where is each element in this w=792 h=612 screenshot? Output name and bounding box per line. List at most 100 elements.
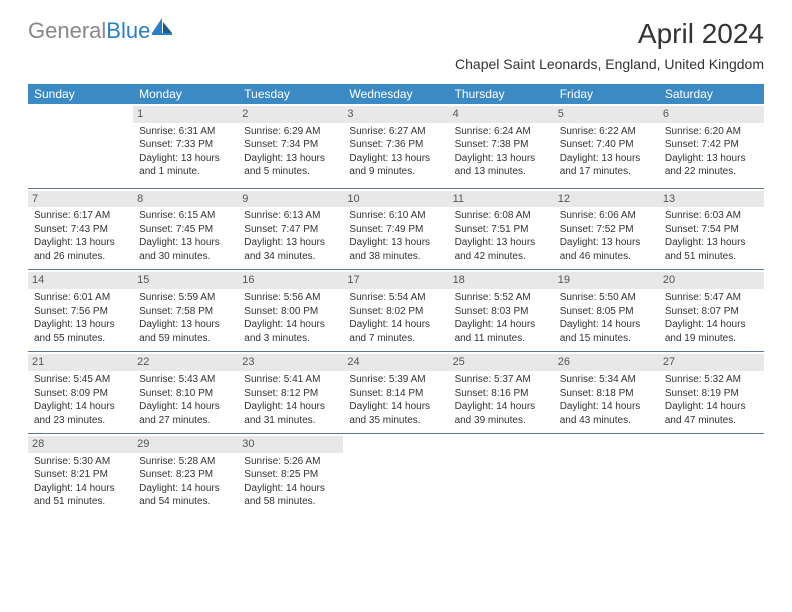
sunset-text: Sunset: 7:33 PM [139, 138, 232, 152]
day-number: 6 [659, 106, 764, 123]
day-number: 12 [554, 191, 659, 208]
calendar-day-cell: 21Sunrise: 5:45 AMSunset: 8:09 PMDayligh… [28, 352, 133, 434]
sunset-text: Sunset: 7:42 PM [665, 138, 758, 152]
weekday-header: Thursday [449, 84, 554, 104]
sunrise-text: Sunrise: 6:13 AM [244, 209, 337, 223]
calendar-day-cell: 3Sunrise: 6:27 AMSunset: 7:36 PMDaylight… [343, 104, 448, 188]
sunset-text: Sunset: 7:56 PM [34, 305, 127, 319]
daylight-text: Daylight: 13 hours and 42 minutes. [455, 236, 548, 263]
day-number: 29 [133, 436, 238, 453]
day-number: 14 [28, 272, 133, 289]
sunrise-text: Sunrise: 6:10 AM [349, 209, 442, 223]
calendar-day-cell: 8Sunrise: 6:15 AMSunset: 7:45 PMDaylight… [133, 188, 238, 270]
day-number: 21 [28, 354, 133, 371]
sunset-text: Sunset: 7:58 PM [139, 305, 232, 319]
sunset-text: Sunset: 8:19 PM [665, 387, 758, 401]
calendar-day-cell: 20 Sunrise: 5:47 AMSunset: 8:07 PMDayligh… [659, 270, 764, 352]
month-title: April 2024 [455, 18, 764, 50]
sunrise-text: Sunrise: 5:47 AM [665, 291, 758, 305]
sunrise-text: Sunrise: 5:50 AM [560, 291, 653, 305]
daylight-text: Daylight: 14 hours and 51 minutes. [34, 482, 127, 509]
day-number: 17 [343, 272, 448, 289]
day-number: 19 [554, 272, 659, 289]
logo-text-2: Blue [106, 18, 150, 43]
sunrise-text: Sunrise: 5:34 AM [560, 373, 653, 387]
sunrise-text: Sunrise: 5:43 AM [139, 373, 232, 387]
sunrise-text: Sunrise: 5:56 AM [244, 291, 337, 305]
day-number: 22 [133, 354, 238, 371]
day-number: 13 [659, 191, 764, 208]
day-number: 8 [133, 191, 238, 208]
daylight-text: Daylight: 13 hours and 17 minutes. [560, 152, 653, 179]
sunset-text: Sunset: 7:36 PM [349, 138, 442, 152]
sunrise-text: Sunrise: 6:01 AM [34, 291, 127, 305]
sunset-text: Sunset: 8:14 PM [349, 387, 442, 401]
day-number: 24 [343, 354, 448, 371]
calendar-day-cell: 9Sunrise: 6:13 AMSunset: 7:47 PMDaylight… [238, 188, 343, 270]
weekday-header: Monday [133, 84, 238, 104]
daylight-text: Daylight: 14 hours and 23 minutes. [34, 400, 127, 427]
daylight-text: Daylight: 14 hours and 58 minutes. [244, 482, 337, 509]
daylight-text: Daylight: 14 hours and 54 minutes. [139, 482, 232, 509]
calendar-day-cell [554, 434, 659, 515]
calendar-day-cell: 30Sunrise: 5:26 AMSunset: 8:25 PMDayligh… [238, 434, 343, 515]
sunset-text: Sunset: 8:18 PM [560, 387, 653, 401]
calendar-week-row: 14Sunrise: 6:01 AMSunset: 7:56 PMDayligh… [28, 270, 764, 352]
daylight-text: Daylight: 13 hours and 55 minutes. [34, 318, 127, 345]
sunrise-text: Sunrise: 6:06 AM [560, 209, 653, 223]
calendar-week-row: 28Sunrise: 5:30 AMSunset: 8:21 PMDayligh… [28, 434, 764, 515]
sunset-text: Sunset: 7:45 PM [139, 223, 232, 237]
sunrise-text: Sunrise: 5:28 AM [139, 455, 232, 469]
daylight-text: Daylight: 13 hours and 9 minutes. [349, 152, 442, 179]
day-number: 10 [343, 191, 448, 208]
calendar-day-cell: 18Sunrise: 5:52 AMSunset: 8:03 PMDayligh… [449, 270, 554, 352]
sunrise-text: Sunrise: 5:45 AM [34, 373, 127, 387]
calendar-day-cell: 23Sunrise: 5:41 AMSunset: 8:12 PMDayligh… [238, 352, 343, 434]
daylight-text: Daylight: 13 hours and 59 minutes. [139, 318, 232, 345]
daylight-text: Daylight: 14 hours and 19 minutes. [665, 318, 758, 345]
sunset-text: Sunset: 7:49 PM [349, 223, 442, 237]
logo-text-1: General [28, 18, 106, 43]
calendar-day-cell [28, 104, 133, 188]
daylight-text: Daylight: 14 hours and 15 minutes. [560, 318, 653, 345]
calendar-day-cell [659, 434, 764, 515]
calendar-body: 1Sunrise: 6:31 AMSunset: 7:33 PMDaylight… [28, 104, 764, 515]
calendar-day-cell [449, 434, 554, 515]
daylight-text: Daylight: 14 hours and 35 minutes. [349, 400, 442, 427]
day-number: 9 [238, 191, 343, 208]
daylight-text: Daylight: 14 hours and 43 minutes. [560, 400, 653, 427]
sunrise-text: Sunrise: 5:37 AM [455, 373, 548, 387]
calendar-day-cell: 26Sunrise: 5:34 AMSunset: 8:18 PMDayligh… [554, 352, 659, 434]
calendar-day-cell: 13Sunrise: 6:03 AMSunset: 7:54 PMDayligh… [659, 188, 764, 270]
sunset-text: Sunset: 8:23 PM [139, 468, 232, 482]
day-number: 5 [554, 106, 659, 123]
sunrise-text: Sunrise: 6:31 AM [139, 125, 232, 139]
calendar-day-cell: 29 Sunrise: 5:28 AMSunset: 8:23 PMDayligh… [133, 434, 238, 515]
day-number: 11 [449, 191, 554, 208]
day-number: 28 [28, 436, 133, 453]
sunrise-text: Sunrise: 6:27 AM [349, 125, 442, 139]
calendar-day-cell: 11Sunrise: 6:08 AMSunset: 7:51 PMDayligh… [449, 188, 554, 270]
calendar-day-cell: 6Sunrise: 6:20 AMSunset: 7:42 PMDaylight… [659, 104, 764, 188]
daylight-text: Daylight: 13 hours and 34 minutes. [244, 236, 337, 263]
day-number: 27 [659, 354, 764, 371]
calendar-week-row: 7Sunrise: 6:17 AMSunset: 7:43 PMDaylight… [28, 188, 764, 270]
sunset-text: Sunset: 7:52 PM [560, 223, 653, 237]
daylight-text: Daylight: 14 hours and 3 minutes. [244, 318, 337, 345]
location: Chapel Saint Leonards, England, United K… [455, 56, 764, 72]
calendar-day-cell: 27Sunrise: 5:32 AMSunset: 8:19 PMDayligh… [659, 352, 764, 434]
day-number: 23 [238, 354, 343, 371]
sunrise-text: Sunrise: 5:26 AM [244, 455, 337, 469]
sunset-text: Sunset: 7:34 PM [244, 138, 337, 152]
sunset-text: Sunset: 7:40 PM [560, 138, 653, 152]
day-number: 20 [659, 272, 764, 289]
calendar-day-cell: 7Sunrise: 6:17 AMSunset: 7:43 PMDaylight… [28, 188, 133, 270]
daylight-text: Daylight: 13 hours and 22 minutes. [665, 152, 758, 179]
header: GeneralBlue April 2024 Chapel Saint Leon… [0, 0, 792, 76]
calendar-week-row: 1Sunrise: 6:31 AMSunset: 7:33 PMDaylight… [28, 104, 764, 188]
sunset-text: Sunset: 8:07 PM [665, 305, 758, 319]
calendar-day-cell: 16Sunrise: 5:56 AMSunset: 8:00 PMDayligh… [238, 270, 343, 352]
sunset-text: Sunset: 8:25 PM [244, 468, 337, 482]
calendar-day-cell: 12Sunrise: 6:06 AMSunset: 7:52 PMDayligh… [554, 188, 659, 270]
weekday-header: Friday [554, 84, 659, 104]
